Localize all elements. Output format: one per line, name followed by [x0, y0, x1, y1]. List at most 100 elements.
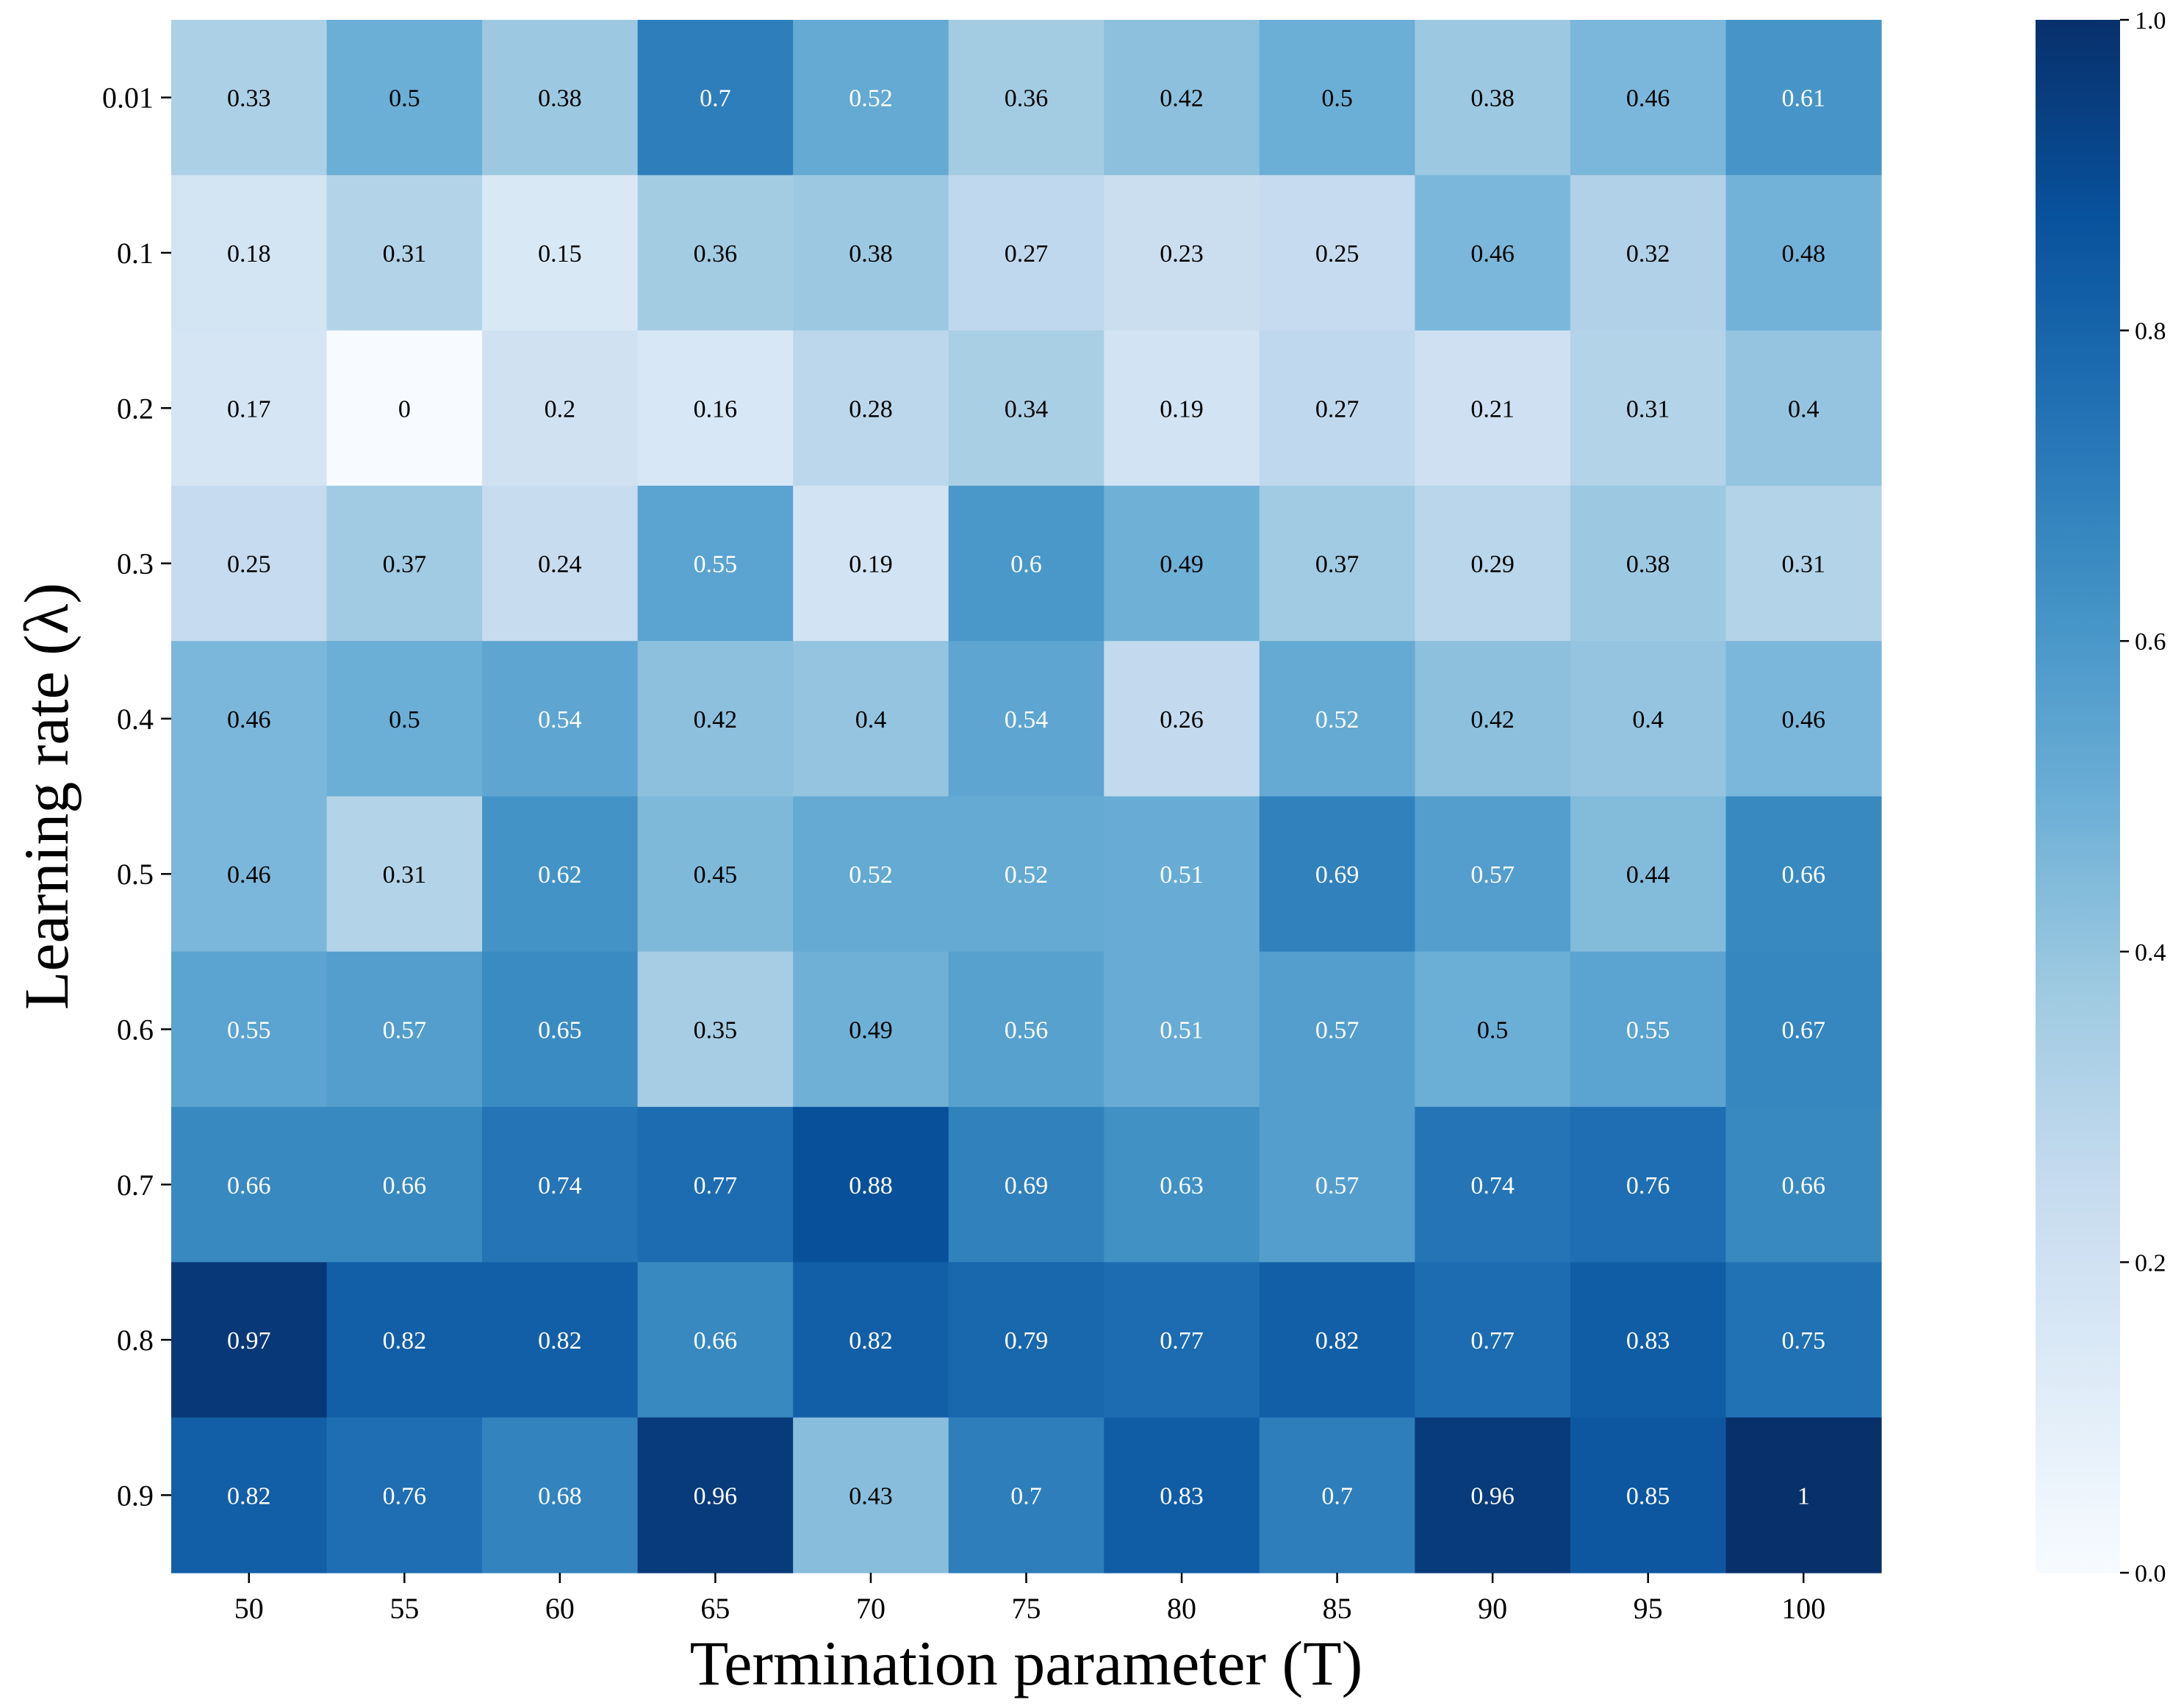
cell-value-label: 0.62 [538, 861, 582, 889]
cell-value-label: 0.27 [1005, 240, 1049, 268]
cell-value-label: 0.97 [227, 1327, 271, 1354]
x-axis: 50 55 60 65 70 75 80 85 90 95 100 [234, 1573, 1825, 1625]
cell-value-label: 0.55 [227, 1016, 271, 1044]
cell-value-label: 0.83 [1626, 1327, 1670, 1354]
cell-value-label: 0.7 [1010, 1482, 1042, 1510]
heatmap-cell [948, 1107, 1104, 1263]
x-tick-label: 60 [545, 1592, 575, 1625]
heatmap-cell [1570, 20, 1727, 176]
y-tick-label: 0.1 [117, 237, 154, 270]
heatmap-cell [1725, 175, 1882, 331]
cell-value-label: 0.82 [849, 1327, 893, 1354]
heatmap-cell [1570, 641, 1727, 797]
heatmap-cell [1104, 330, 1260, 487]
heatmap-cell [948, 20, 1104, 176]
heatmap-cell [637, 485, 794, 642]
x-tick-label: 90 [1478, 1592, 1507, 1625]
heatmap-cell [1259, 330, 1415, 487]
heatmap-cell [1415, 641, 1571, 797]
cell-value-label: 0.52 [849, 85, 893, 112]
cell-value-label: 0.38 [1470, 85, 1515, 112]
heatmap-cell [1259, 485, 1415, 642]
heatmap-cell [482, 951, 639, 1108]
cell-value-label: 1 [1797, 1482, 1810, 1510]
heatmap-cell [1415, 1107, 1571, 1263]
cell-value-label: 0.5 [389, 85, 420, 112]
heatmap-cell [1259, 1417, 1415, 1574]
cell-value-label: 0.68 [538, 1482, 582, 1510]
heatmap-cells [171, 20, 1882, 1574]
heatmap-cell [637, 1262, 794, 1418]
heatmap-cell [637, 175, 794, 331]
cell-value-label: 0.66 [383, 1172, 427, 1199]
heatmap-cell [326, 1262, 483, 1418]
cell-value-label: 0.77 [694, 1172, 738, 1199]
cell-value-label: 0.38 [538, 85, 582, 112]
heatmap-cell [171, 641, 328, 797]
cell-value-label: 0.82 [227, 1482, 271, 1510]
cell-value-label: 0.76 [1626, 1172, 1670, 1199]
heatmap-cell [1570, 330, 1727, 487]
cell-value-label: 0.7 [1321, 1482, 1353, 1510]
heatmap-cell [1725, 1262, 1882, 1418]
heatmap-cell [326, 1417, 483, 1574]
cell-value-label: 0.38 [1626, 551, 1670, 578]
heatmap-cell [1104, 1107, 1260, 1263]
cell-value-label: 0.42 [1470, 706, 1515, 733]
heatmap-cell [1259, 796, 1415, 952]
y-tick-label: 0.2 [117, 392, 154, 425]
cell-value-label: 0.5 [389, 706, 420, 733]
heatmap-cell [948, 1417, 1104, 1574]
heatmap-cell-labels: 0.33 0.5 0.38 0.7 0.52 0.36 0.42 0.5 0.38 0.46 0.6… [227, 85, 1825, 1510]
heatmap-cell [793, 951, 949, 1108]
heatmap-cell [1415, 951, 1571, 1108]
y-tick-label: 0.7 [117, 1169, 154, 1202]
heatmap-cell [637, 330, 794, 487]
y-tick-label: 0.9 [117, 1479, 154, 1512]
cell-value-label: 0.25 [227, 551, 271, 578]
cell-value-label: 0 [398, 395, 411, 423]
x-tick-label: 50 [234, 1592, 264, 1625]
cell-value-label: 0.51 [1160, 861, 1204, 889]
heatmap-cell [1570, 796, 1727, 952]
heatmap-cell [637, 1107, 794, 1263]
heatmap-cell [1415, 1262, 1571, 1418]
cell-value-label: 0.32 [1626, 240, 1670, 268]
heatmap-cell [637, 20, 794, 176]
y-axis: 0.01 0.1 0.2 0.3 0.4 0.5 0.6 0.7 0.8 0.9 [102, 82, 171, 1512]
cell-value-label: 0.28 [849, 395, 893, 423]
cell-value-label: 0.26 [1160, 706, 1204, 733]
heatmap-cell [1104, 175, 1260, 331]
cell-value-label: 0.35 [694, 1016, 738, 1044]
cell-value-label: 0.19 [849, 551, 893, 578]
cell-value-label: 0.27 [1315, 395, 1359, 423]
heatmap-cell [482, 330, 639, 487]
colorbar-tick-label: 1.0 [2135, 7, 2166, 35]
heatmap-cell [1259, 20, 1415, 176]
cell-value-label: 0.77 [1470, 1327, 1515, 1354]
cell-value-label: 0.31 [1626, 395, 1670, 423]
cell-value-label: 0.76 [383, 1482, 427, 1510]
heatmap-cell [482, 1107, 639, 1263]
cell-value-label: 0.24 [538, 551, 582, 578]
colorbar-tick-label: 0.0 [2135, 1560, 2166, 1587]
heatmap-cell [793, 641, 949, 797]
y-tick-label: 0.6 [117, 1013, 154, 1046]
heatmap-cell [171, 1262, 328, 1418]
heatmap-cell [637, 641, 794, 797]
heatmap-cell [948, 175, 1104, 331]
heatmap-cell [171, 20, 328, 176]
cell-value-label: 0.54 [538, 706, 582, 733]
cell-value-label: 0.6 [1010, 551, 1042, 578]
heatmap-cell [1725, 641, 1882, 797]
cell-value-label: 0.82 [1315, 1327, 1359, 1354]
x-axis-title: Termination parameter (T) [690, 1628, 1363, 1698]
cell-value-label: 0.38 [849, 240, 893, 268]
cell-value-label: 0.69 [1315, 861, 1359, 889]
heatmap-cell [326, 175, 483, 331]
heatmap-cell [948, 951, 1104, 1108]
heatmap-cell [1104, 951, 1260, 1108]
cell-value-label: 0.4 [1632, 706, 1664, 733]
colorbar-tick-label: 0.8 [2135, 318, 2166, 345]
